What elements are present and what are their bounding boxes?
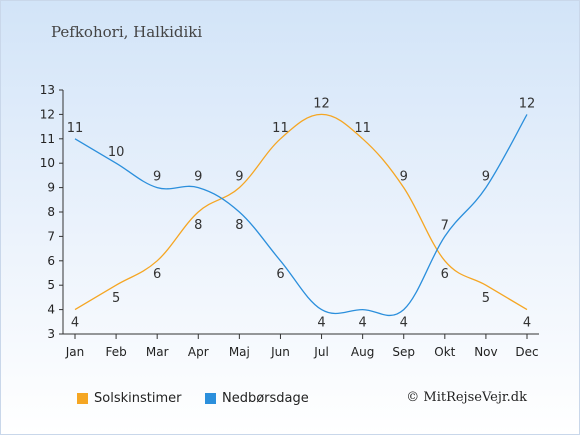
x-tick-label: Sep xyxy=(392,345,415,359)
x-tick-label: Mar xyxy=(146,345,169,359)
y-tick-label: 6 xyxy=(47,254,55,268)
y-tick-label: 5 xyxy=(47,278,55,292)
chart-title: Pefkohori, Halkidiki xyxy=(51,23,203,41)
data-label-0-2: 6 xyxy=(153,267,161,282)
data-label-1-10: 9 xyxy=(482,170,490,185)
data-label-0-8: 9 xyxy=(400,170,408,185)
data-label-0-10: 5 xyxy=(482,291,490,306)
legend-item-nedborsdage: Nedbørsdage xyxy=(205,391,309,406)
x-tick-label: Apr xyxy=(188,345,209,359)
data-label-1-3: 9 xyxy=(194,170,202,185)
legend-swatch-solskinstimer xyxy=(77,393,88,404)
data-label-1-11: 12 xyxy=(519,96,536,111)
y-tick-label: 9 xyxy=(47,181,55,195)
x-tick-label: Feb xyxy=(105,345,126,359)
y-tick-label: 11 xyxy=(40,132,55,146)
legend-swatch-nedborsdage xyxy=(205,393,216,404)
x-tick-label: Okt xyxy=(434,345,455,359)
credit-link[interactable]: © MitRejseVejr.dk xyxy=(406,390,527,405)
series-line-0 xyxy=(74,113,528,311)
legend-label-solskinstimer: Solskinstimer xyxy=(94,391,182,406)
data-label-1-8: 4 xyxy=(400,316,408,331)
data-label-0-6: 12 xyxy=(313,96,330,111)
x-tick-label: Jun xyxy=(270,345,290,359)
series-line-1 xyxy=(74,114,528,317)
data-label-1-7: 4 xyxy=(358,316,366,331)
data-label-0-11: 4 xyxy=(523,316,531,331)
y-tick-label: 10 xyxy=(40,156,55,170)
data-label-0-0: 4 xyxy=(71,316,79,331)
x-tick-label: Nov xyxy=(474,345,497,359)
x-tick-label: Aug xyxy=(351,345,374,359)
data-label-1-0: 11 xyxy=(67,121,84,136)
data-label-0-4: 9 xyxy=(235,170,243,185)
y-tick-label: 13 xyxy=(40,83,55,97)
y-tick-label: 8 xyxy=(47,205,55,219)
x-tick-label: Jan xyxy=(65,345,85,359)
x-tick-label: Jul xyxy=(313,345,328,359)
legend-label-nedborsdage: Nedbørsdage xyxy=(222,391,309,406)
data-label-1-9: 7 xyxy=(441,218,449,233)
data-label-1-6: 4 xyxy=(317,316,325,331)
data-label-1-2: 9 xyxy=(153,170,161,185)
data-label-0-3: 8 xyxy=(194,218,202,233)
y-tick-label: 4 xyxy=(47,303,55,317)
data-label-1-5: 6 xyxy=(276,267,284,282)
y-tick-label: 12 xyxy=(40,107,55,121)
data-label-0-5: 11 xyxy=(272,121,289,136)
x-tick-label: Maj xyxy=(229,345,250,359)
data-label-1-1: 10 xyxy=(108,145,125,160)
data-label-1-4: 8 xyxy=(235,218,243,233)
y-tick-label: 7 xyxy=(47,229,55,243)
data-label-0-9: 6 xyxy=(441,267,449,282)
data-label-0-1: 5 xyxy=(112,291,120,306)
legend-item-solskinstimer: Solskinstimer xyxy=(77,391,181,406)
x-tick-label: Dec xyxy=(515,345,538,359)
data-label-0-7: 11 xyxy=(354,121,371,136)
y-tick-label: 3 xyxy=(47,327,55,341)
